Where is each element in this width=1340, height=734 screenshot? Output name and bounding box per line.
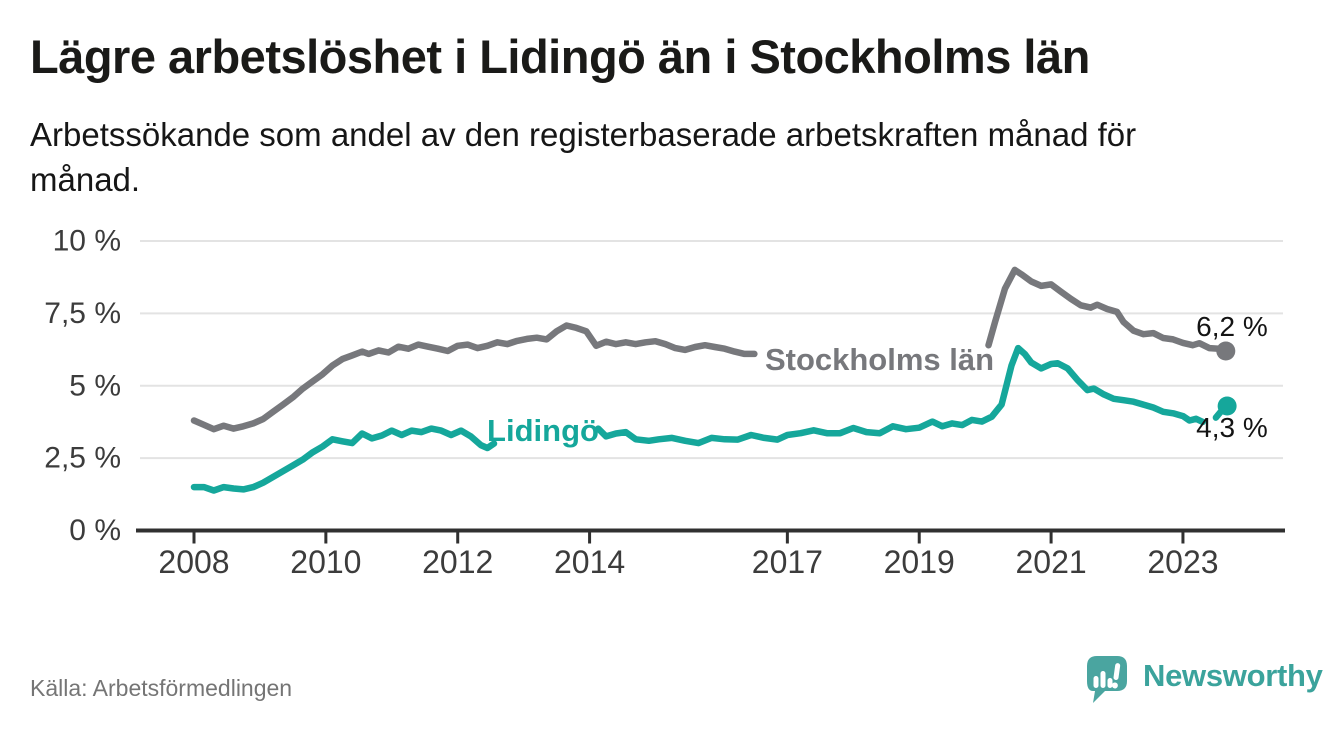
y-axis-tick-label: 5 %: [69, 369, 121, 402]
y-axis-tick-label: 10 %: [53, 225, 121, 258]
series-end-dot-lidingo: [1217, 396, 1237, 416]
page-title: Lägre arbetslöshet i Lidingö än i Stockh…: [30, 30, 1090, 83]
series-line-lidingo: [190, 425, 498, 494]
source-text: Källa: Arbetsförmedlingen: [30, 675, 293, 701]
x-axis-tick-label: 2021: [1015, 544, 1086, 580]
series-line-stockholm: [985, 266, 1230, 355]
x-axis-tick-label: 2008: [158, 544, 229, 580]
x-axis-tick-label: 2014: [554, 544, 625, 580]
y-axis-tick-label: 0 %: [69, 514, 121, 547]
end-value-label-lidingo: 4,3 %: [1196, 412, 1268, 443]
chart-subtitle: Arbetssökande som andel av den registerb…: [30, 116, 1137, 198]
x-axis-tick-label: 2010: [290, 544, 361, 580]
series-label-stockholm: Stockholms län: [765, 342, 994, 377]
series-label-lidingo: Lidingö: [487, 413, 599, 448]
x-axis-tick-label: 2012: [422, 544, 493, 580]
newsworthy-logo: Newsworthy: [1084, 654, 1323, 706]
x-axis-tick-label: 2017: [752, 544, 823, 580]
logo-text: Newsworthy: [1143, 658, 1323, 693]
y-axis-tick-label: 2,5 %: [44, 442, 121, 475]
logo-bubble-icon: [1087, 656, 1127, 703]
series-end-dot-stockholm: [1216, 341, 1236, 361]
end-value-label-stockholm: 6,2 %: [1196, 311, 1268, 342]
y-axis-tick-label: 7,5 %: [44, 297, 121, 330]
x-axis-tick-label: 2019: [884, 544, 955, 580]
series-line-stockholm: [190, 322, 758, 433]
x-axis-tick-label: 2023: [1147, 544, 1218, 580]
series-line-lidingo: [594, 344, 1206, 447]
